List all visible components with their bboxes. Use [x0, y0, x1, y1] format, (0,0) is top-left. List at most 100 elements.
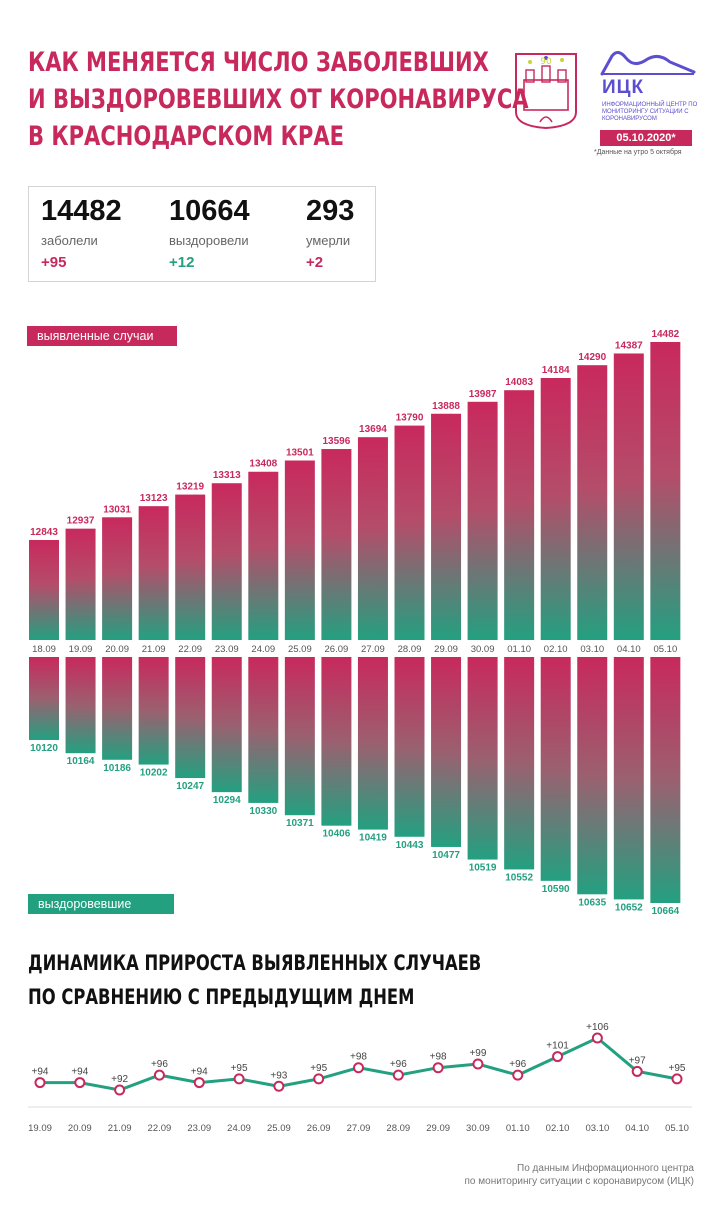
growth-label-28.09: +96 — [390, 1059, 407, 1070]
case-bar-05.10 — [650, 342, 681, 640]
footer-line-2: по мониторингу ситуации с коронавирусом … — [464, 1176, 695, 1187]
growth-label-02.10: +101 — [546, 1041, 569, 1052]
growth-label-22.09: +96 — [151, 1059, 168, 1070]
growth-point-04.10 — [631, 1065, 643, 1077]
recovered-bar-label-24.09: 10330 — [249, 806, 277, 817]
recovered-bar-label-30.09: 10519 — [469, 863, 497, 874]
growth-point-05.10 — [671, 1073, 683, 1085]
growth-chart-title: ДИНАМИКА ПРИРОСТА ВЫЯВЛЕННЫХ СЛУЧАЕВ ПО … — [28, 946, 481, 1014]
stat-infected-value: 14482 — [41, 195, 122, 227]
case-bar-28.09 — [394, 425, 425, 640]
growth-date-tick-01.10: 01.10 — [506, 1123, 530, 1134]
recovered-bar-01.10 — [504, 657, 535, 870]
date-tick-21.09: 21.09 — [142, 644, 166, 655]
case-bar-label-03.10: 14290 — [578, 352, 606, 363]
growth-chart-title-line-1: ДИНАМИКА ПРИРОСТА ВЫЯВЛЕННЫХ СЛУЧАЕВ — [28, 951, 482, 975]
growth-date-tick-29.09: 29.09 — [426, 1123, 450, 1134]
recovered-bar-24.09 — [248, 657, 279, 803]
growth-point-20.09 — [74, 1077, 86, 1089]
growth-label-26.09: +95 — [310, 1063, 327, 1074]
case-bar-label-18.09: 12843 — [30, 527, 58, 538]
date-tick-05.10: 05.10 — [653, 644, 677, 655]
recovered-bar-20.09 — [102, 657, 133, 760]
date-tick-25.09: 25.09 — [288, 644, 312, 655]
date-tick-04.10: 04.10 — [617, 644, 641, 655]
growth-point-26.09 — [313, 1073, 325, 1085]
footer-line-1: По данным Информационного центра — [517, 1163, 694, 1174]
case-bar-label-19.09: 12937 — [67, 516, 95, 527]
recovered-bar-label-02.10: 10590 — [542, 884, 570, 895]
case-bar-19.09 — [65, 528, 96, 640]
growth-chart-title-line-2: ПО СРАВНЕНИЮ С ПРЕДЫДУЩИМ ДНЕМ — [28, 985, 415, 1009]
recovered-bar-label-20.09: 10186 — [103, 763, 131, 774]
case-bar-label-29.09: 13888 — [432, 401, 460, 412]
recovered-bar-19.09 — [65, 657, 96, 754]
recovered-bar-26.09 — [321, 657, 352, 826]
growth-date-tick-27.09: 27.09 — [347, 1123, 371, 1134]
title-line-1: КАК МЕНЯЕТСЯ ЧИСЛО ЗАБОЛЕВШИХ — [28, 47, 489, 78]
title-line-3: В КРАСНОДАРСКОМ КРАЕ — [28, 121, 345, 152]
growth-point-28.09 — [392, 1069, 404, 1081]
itsk-logo: ИЦК Информационный центр по мониторингу … — [600, 48, 697, 122]
growth-date-tick-24.09: 24.09 — [227, 1123, 251, 1134]
date-tick-03.10: 03.10 — [580, 644, 604, 655]
date-tick-24.09: 24.09 — [251, 644, 275, 655]
case-bar-21.09 — [138, 506, 169, 640]
recovered-bar-label-26.09: 10406 — [322, 829, 350, 840]
case-bar-29.09 — [431, 413, 462, 640]
case-bar-label-23.09: 13313 — [213, 470, 241, 481]
recovered-bar-28.09 — [394, 657, 425, 837]
growth-label-05.10: +95 — [669, 1063, 686, 1074]
krasnodar-crest-icon: 90 — [515, 53, 577, 130]
case-bar-label-20.09: 13031 — [103, 504, 131, 515]
itsk-wave-icon — [600, 51, 696, 76]
growth-point-21.09 — [114, 1084, 126, 1096]
recovered-bar-label-29.09: 10477 — [432, 850, 460, 861]
recovered-bar-label-28.09: 10443 — [396, 840, 424, 851]
crest-anniversary-label: 90 — [540, 57, 552, 67]
recovered-bar-label-21.09: 10202 — [140, 768, 168, 779]
recovered-bar-label-04.10: 10652 — [615, 902, 643, 913]
growth-label-21.09: +92 — [111, 1074, 128, 1085]
recovered-bar-label-23.09: 10294 — [213, 795, 241, 806]
date-note: *Данные на утро 5 октября — [594, 149, 682, 156]
growth-label-19.09: +94 — [32, 1067, 49, 1078]
recovered-bar-03.10 — [577, 657, 608, 895]
growth-date-tick-04.10: 04.10 — [625, 1123, 649, 1134]
stat-deaths-delta: +2 — [306, 254, 324, 271]
stat-recovered-delta: +12 — [169, 254, 195, 271]
recovered-bar-23.09 — [211, 657, 242, 793]
growth-date-tick-19.09: 19.09 — [28, 1123, 52, 1134]
recovered-bar-04.10 — [613, 657, 644, 900]
case-bar-25.09 — [284, 460, 315, 640]
growth-label-04.10: +97 — [629, 1055, 646, 1066]
case-bar-label-24.09: 13408 — [249, 459, 277, 470]
date-tick-30.09: 30.09 — [471, 644, 495, 655]
recovered-bar-label-22.09: 10247 — [176, 781, 204, 792]
date-tick-28.09: 28.09 — [398, 644, 422, 655]
growth-point-23.09 — [193, 1077, 205, 1089]
recovered-bar-30.09 — [467, 657, 498, 860]
growth-point-27.09 — [353, 1062, 364, 1074]
case-bar-label-26.09: 13596 — [322, 436, 350, 447]
stat-recovered-label: выздоровели — [169, 233, 249, 248]
case-bar-30.09 — [467, 401, 498, 640]
date-tick-02.10: 02.10 — [544, 644, 568, 655]
growth-date-tick-03.10: 03.10 — [585, 1123, 609, 1134]
case-bar-label-22.09: 13219 — [176, 482, 204, 493]
recovered-bar-label-01.10: 10552 — [505, 872, 533, 883]
growth-point-02.10 — [552, 1051, 564, 1063]
stat-infected: 14482 заболели +95 — [41, 195, 122, 271]
growth-label-23.09: +94 — [191, 1067, 208, 1078]
case-bar-label-21.09: 13123 — [140, 493, 168, 504]
recovered-bar-label-03.10: 10635 — [578, 897, 606, 908]
stat-deaths-value: 293 — [306, 195, 355, 227]
growth-point-19.09 — [34, 1077, 46, 1089]
growth-date-tick-05.10: 05.10 — [665, 1123, 689, 1134]
date-tick-22.09: 22.09 — [178, 644, 202, 655]
growth-date-tick-28.09: 28.09 — [386, 1123, 410, 1134]
stat-deaths-label: умерли — [306, 233, 351, 248]
growth-label-29.09: +98 — [430, 1052, 447, 1063]
